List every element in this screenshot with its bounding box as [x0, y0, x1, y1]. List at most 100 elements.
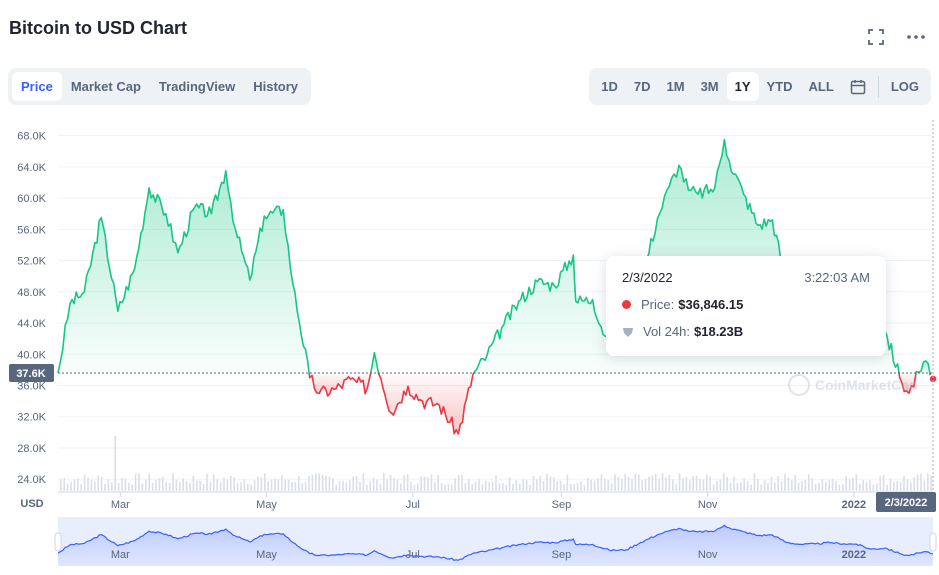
volume-bar — [440, 482, 443, 491]
range-3m[interactable]: 3M — [700, 79, 719, 94]
navigator-tick-label: Mar — [111, 549, 130, 561]
fullscreen-icon[interactable] — [865, 26, 887, 48]
range-1d[interactable]: 1D — [601, 79, 618, 94]
coinmarketcap-logo-icon — [788, 374, 810, 396]
volume-bar — [614, 474, 616, 491]
range-1m[interactable]: 1M — [666, 79, 685, 94]
baseline-label: 37.6K — [16, 368, 45, 380]
volume-bar — [818, 483, 820, 491]
volume-bar — [117, 483, 120, 491]
volume-bar — [124, 479, 127, 491]
volume-bar — [899, 482, 902, 491]
volume-bar — [930, 475, 932, 491]
volume-bar — [498, 483, 501, 491]
y-tick-label: 48.0K — [17, 287, 46, 299]
volume-bar — [158, 478, 161, 491]
tab-history[interactable]: History — [253, 79, 299, 94]
volume-bar — [111, 482, 113, 491]
tab-market-cap[interactable]: Market Cap — [70, 79, 141, 94]
navigator-handle-right[interactable] — [929, 532, 937, 552]
navigator-tick-label: Nov — [698, 549, 718, 561]
volume-bar — [383, 473, 385, 491]
volume-bar — [566, 474, 569, 491]
volume-bar — [855, 474, 858, 491]
tooltip-date: 2/3/2022 — [622, 270, 673, 285]
volume-bar — [321, 474, 324, 491]
y-tick-label: 36.0K — [17, 380, 46, 392]
chart-type-tabs: Price Market Cap TradingView History — [8, 68, 312, 105]
volume-bar — [148, 473, 150, 491]
tooltip-vol-label: Vol 24h: — [643, 324, 690, 339]
volume-bar — [236, 483, 239, 491]
volume-bar — [264, 473, 266, 491]
baseline-label-bg — [9, 363, 54, 382]
volume-bar — [349, 480, 351, 491]
current-date-label: 2/3/2022 — [885, 497, 928, 509]
volume-bar — [743, 478, 745, 491]
range-navigator[interactable]: Mar May Jul Sep Nov 2022 — [54, 517, 937, 566]
volume-bar — [121, 478, 123, 491]
price-series-down — [898, 372, 917, 395]
navigator-handle-left[interactable] — [54, 532, 62, 552]
volume-bar — [66, 483, 69, 491]
volume-bar — [301, 483, 303, 491]
tab-price[interactable]: Price — [12, 72, 62, 101]
log-scale-toggle[interactable]: LOG — [890, 79, 919, 94]
volume-bar — [559, 480, 562, 491]
volume-bar — [825, 481, 827, 491]
navigator-tick-label: May — [256, 549, 277, 561]
range-divider — [877, 75, 879, 98]
area-above-baseline — [58, 170, 310, 373]
volume-bar — [332, 478, 334, 491]
tab-tradingview[interactable]: TradingView — [158, 79, 236, 94]
range-all[interactable]: ALL — [808, 79, 834, 94]
range-7d[interactable]: 7D — [633, 79, 651, 94]
current-price-marker — [928, 374, 938, 384]
volume-bar — [539, 476, 541, 491]
volume-bar — [97, 475, 99, 491]
volume-bar — [845, 476, 847, 491]
volume-bar — [906, 479, 909, 491]
volume-bar — [457, 475, 460, 491]
volume-bar — [454, 478, 456, 491]
price-series-up — [57, 170, 310, 374]
y-tick-label: 68.0K — [17, 131, 46, 143]
volume-bar — [916, 474, 919, 491]
volume-bar — [107, 479, 110, 491]
chart-toolbar-icons — [865, 26, 927, 48]
volume-bar — [910, 482, 912, 491]
y-tick-label: 60.0K — [17, 193, 46, 205]
volume-bar — [624, 474, 626, 491]
volume-bar — [420, 476, 422, 491]
range-1y[interactable]: 1Y — [726, 72, 759, 101]
volume-bar — [182, 478, 184, 491]
volume-bar — [379, 483, 382, 491]
volume-bar — [706, 474, 708, 491]
volume-bar — [393, 477, 395, 491]
volume-bar — [287, 479, 290, 491]
volume-bar — [702, 479, 705, 491]
range-ytd[interactable]: YTD — [766, 79, 793, 94]
volume-bar — [893, 481, 895, 491]
price-series-up — [369, 351, 380, 374]
x-tick-label: Nov — [698, 499, 718, 511]
volume-bar — [865, 482, 868, 491]
price-series-up — [915, 360, 931, 374]
more-options-icon[interactable] — [905, 26, 927, 48]
volume-bar — [247, 483, 249, 491]
volume-bar — [532, 475, 535, 491]
watermark-text: CoinMarketCap — [815, 377, 918, 393]
calendar-icon[interactable] — [842, 72, 874, 101]
volume-bar — [223, 477, 225, 491]
volume-bar — [468, 479, 470, 491]
volume-bar — [240, 482, 242, 491]
volume-bar — [145, 479, 147, 491]
volume-bar — [325, 476, 327, 491]
volume-bar — [284, 479, 286, 491]
volume-bar — [872, 484, 875, 491]
volume-bar — [556, 481, 558, 491]
volume-bars — [60, 436, 932, 491]
volume-bar — [651, 475, 654, 491]
time-range-selector: 1D 7D 1M 3M 1Y YTD ALL LOG — [589, 68, 931, 105]
volume-bar — [791, 480, 793, 491]
